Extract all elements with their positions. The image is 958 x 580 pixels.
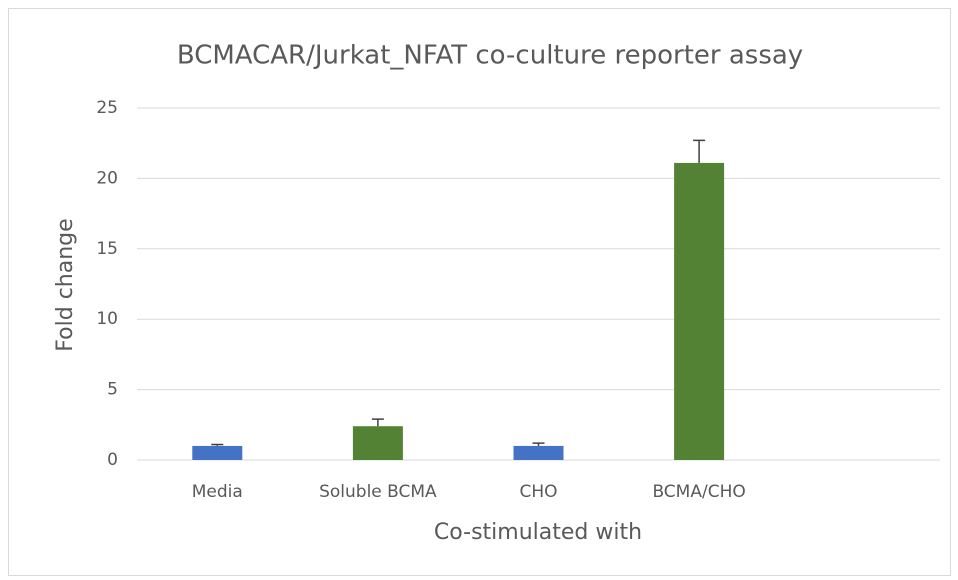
error-bar <box>693 139 706 163</box>
y-axis-label: Fold change <box>53 218 78 351</box>
y-tick-label: 5 <box>107 380 118 400</box>
chart-border <box>8 8 951 576</box>
error-bar <box>532 442 545 446</box>
bar <box>674 162 725 461</box>
y-tick-label: 10 <box>96 309 118 329</box>
x-tick-label: CHO <box>519 482 557 502</box>
y-tick-label: 0 <box>107 450 118 470</box>
bar <box>192 445 243 460</box>
x-tick-label: BCMA/CHO <box>652 482 745 502</box>
chart-title: BCMACAR/Jurkat_NFAT co-culture reporter … <box>177 41 803 71</box>
y-tick-label: 15 <box>96 239 118 259</box>
y-tick-label: 20 <box>96 168 118 188</box>
bar <box>352 426 403 460</box>
error-bar <box>371 418 384 427</box>
x-tick-label: Media <box>192 482 243 502</box>
x-axis-label: Co-stimulated with <box>434 520 642 545</box>
error-bar <box>211 443 224 446</box>
y-tick-label: 25 <box>96 98 118 118</box>
x-tick-label: Soluble BCMA <box>319 482 437 502</box>
bar <box>513 445 564 460</box>
